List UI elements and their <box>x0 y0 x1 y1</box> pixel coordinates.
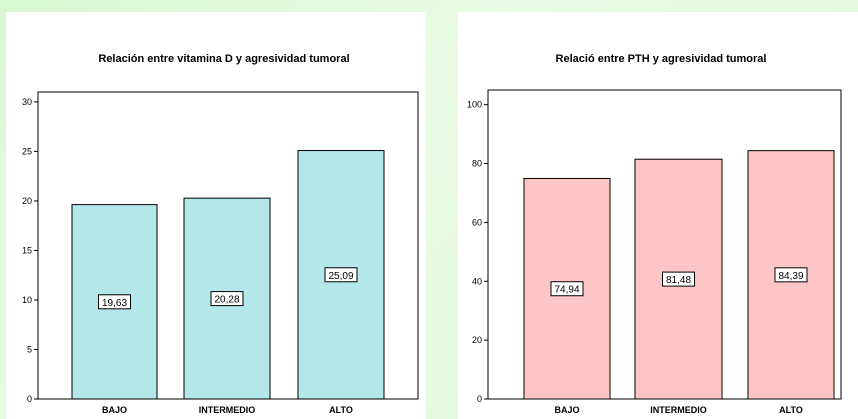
data-label: 74,94 <box>554 285 579 296</box>
y-tick-label: 25 <box>22 146 32 156</box>
data-label-box <box>774 267 808 283</box>
chart-panel-pth: Relació entre PTH y agresividad tumoral … <box>458 12 858 419</box>
bar-chart-pth: Relació entre PTH y agresividad tumoral … <box>467 53 842 415</box>
x-category-label: BAJO <box>554 405 579 415</box>
data-label: 84,39 <box>778 271 803 282</box>
y-tick-label: 30 <box>22 97 32 107</box>
chart-title: Relació entre PTH y agresividad tumoral <box>556 53 767 65</box>
y-tick-label: 20 <box>22 196 32 206</box>
y-tick-label: 100 <box>467 100 482 110</box>
y-tick-label: 60 <box>472 217 482 227</box>
data-label-box <box>662 271 695 287</box>
y-tick-label: 0 <box>27 394 32 404</box>
data-label: 20,28 <box>214 295 239 306</box>
x-category-label: INTERMEDIO <box>199 405 256 415</box>
chart-panel-vitamina-d: Relación entre vitamina D y agresividad … <box>6 12 426 419</box>
chart-title: Relación entre vitamina D y agresividad … <box>98 53 349 65</box>
x-category-label: ALTO <box>779 405 803 415</box>
data-label-box <box>210 291 244 307</box>
y-tick-label: 15 <box>22 245 32 255</box>
bar-chart-vitamina-d: Relación entre vitamina D y agresividad … <box>22 53 419 415</box>
y-tick-label: 40 <box>472 276 482 286</box>
y-tick-label: 80 <box>472 159 482 169</box>
y-tick-label: 20 <box>472 335 482 345</box>
x-category-label: ALTO <box>329 405 353 415</box>
data-label-box <box>98 294 131 310</box>
y-tick-label: 5 <box>27 344 32 354</box>
y-tick-label: 10 <box>22 295 32 305</box>
x-category-label: BAJO <box>102 405 127 415</box>
data-label-box <box>550 281 584 297</box>
data-label-box <box>324 267 358 283</box>
y-tick-label: 0 <box>477 394 482 404</box>
data-label: 81,48 <box>666 275 691 286</box>
data-label: 19,63 <box>102 298 127 309</box>
x-category-label: INTERMEDIO <box>650 405 707 415</box>
data-label: 25,09 <box>328 271 353 282</box>
